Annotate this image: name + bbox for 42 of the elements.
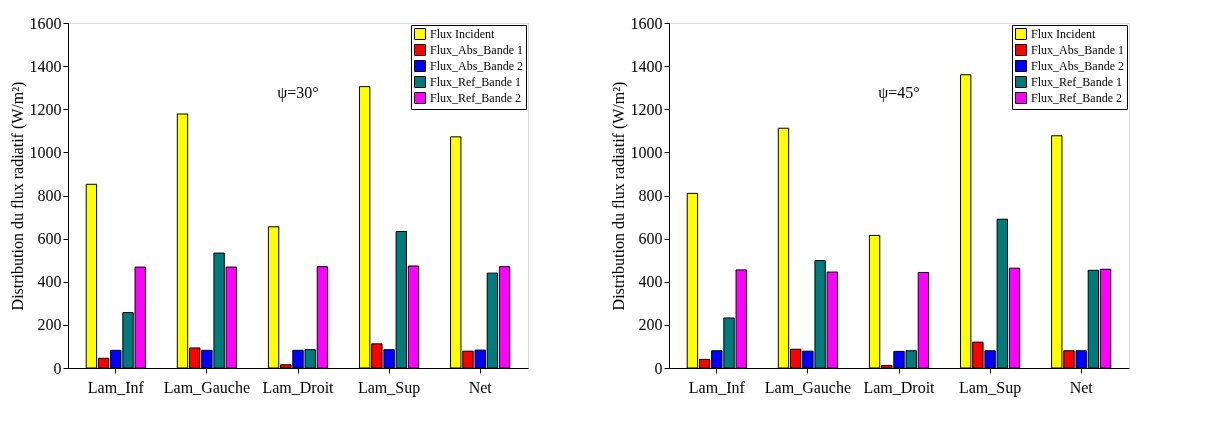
legend-label: Flux_Ref_Bande 1 (430, 75, 521, 89)
legend-label: Flux Incident (430, 27, 495, 41)
legend-label: Flux_Abs_Bande 1 (430, 43, 523, 57)
x-tick-label: Lam_Sup (958, 378, 1022, 397)
x-tick-label: Lam_Inf (87, 378, 145, 396)
x-tick-label: Lam_Droit (863, 378, 936, 396)
annotation: ψ=45° (878, 84, 920, 102)
y-tick-label: 400 (638, 273, 663, 291)
legend-label: Flux_Ref_Bande 2 (1031, 91, 1122, 105)
legend-label: Flux_Abs_Bande 2 (430, 59, 523, 73)
y-tick-label: 1600 (630, 14, 663, 32)
annotation: ψ=30° (277, 84, 319, 102)
y-tick-label: 1400 (630, 57, 663, 75)
legend-label: Flux_Abs_Bande 1 (1031, 43, 1124, 57)
y-tick-label: 0 (654, 359, 663, 377)
y-tick-label: 600 (638, 230, 663, 248)
y-axis-title: Distribution du flux radiatif (W/m²) (609, 81, 628, 311)
legend-label: Flux Incident (1031, 27, 1096, 41)
y-tick-label: 400 (37, 273, 62, 291)
legend-label: Flux_Ref_Bande 1 (1031, 75, 1122, 89)
y-tick-label: 1000 (630, 143, 663, 161)
y-tick-label: 800 (37, 187, 62, 204)
x-tick-label: Lam_Gauche (163, 378, 250, 396)
y-tick-label: 1200 (630, 100, 663, 118)
x-tick-label: Lam_Sup (357, 378, 421, 397)
y-tick-label: 800 (638, 187, 663, 204)
x-tick-label: Lam_Gauche (764, 378, 851, 396)
y-tick-label: 1400 (29, 57, 62, 75)
y-tick-label: 600 (37, 230, 62, 248)
y-tick-label: 1000 (29, 143, 62, 161)
y-tick-label: 0 (53, 359, 62, 377)
x-tick-label: Lam_Inf (688, 378, 746, 396)
x-tick-label: Net (468, 378, 493, 396)
x-tick-label: Net (1069, 378, 1094, 396)
y-tick-label: 200 (37, 316, 62, 334)
legend-label: Flux_Abs_Bande 2 (1031, 59, 1124, 73)
y-axis-title: Distribution du flux radiatif (W/m²) (8, 81, 27, 311)
y-tick-label: 1600 (29, 14, 62, 32)
x-tick-label: Lam_Droit (262, 378, 335, 396)
y-tick-label: 1200 (29, 100, 62, 118)
legend-label: Flux_Ref_Bande 2 (430, 91, 521, 105)
y-tick-label: 200 (638, 316, 663, 334)
